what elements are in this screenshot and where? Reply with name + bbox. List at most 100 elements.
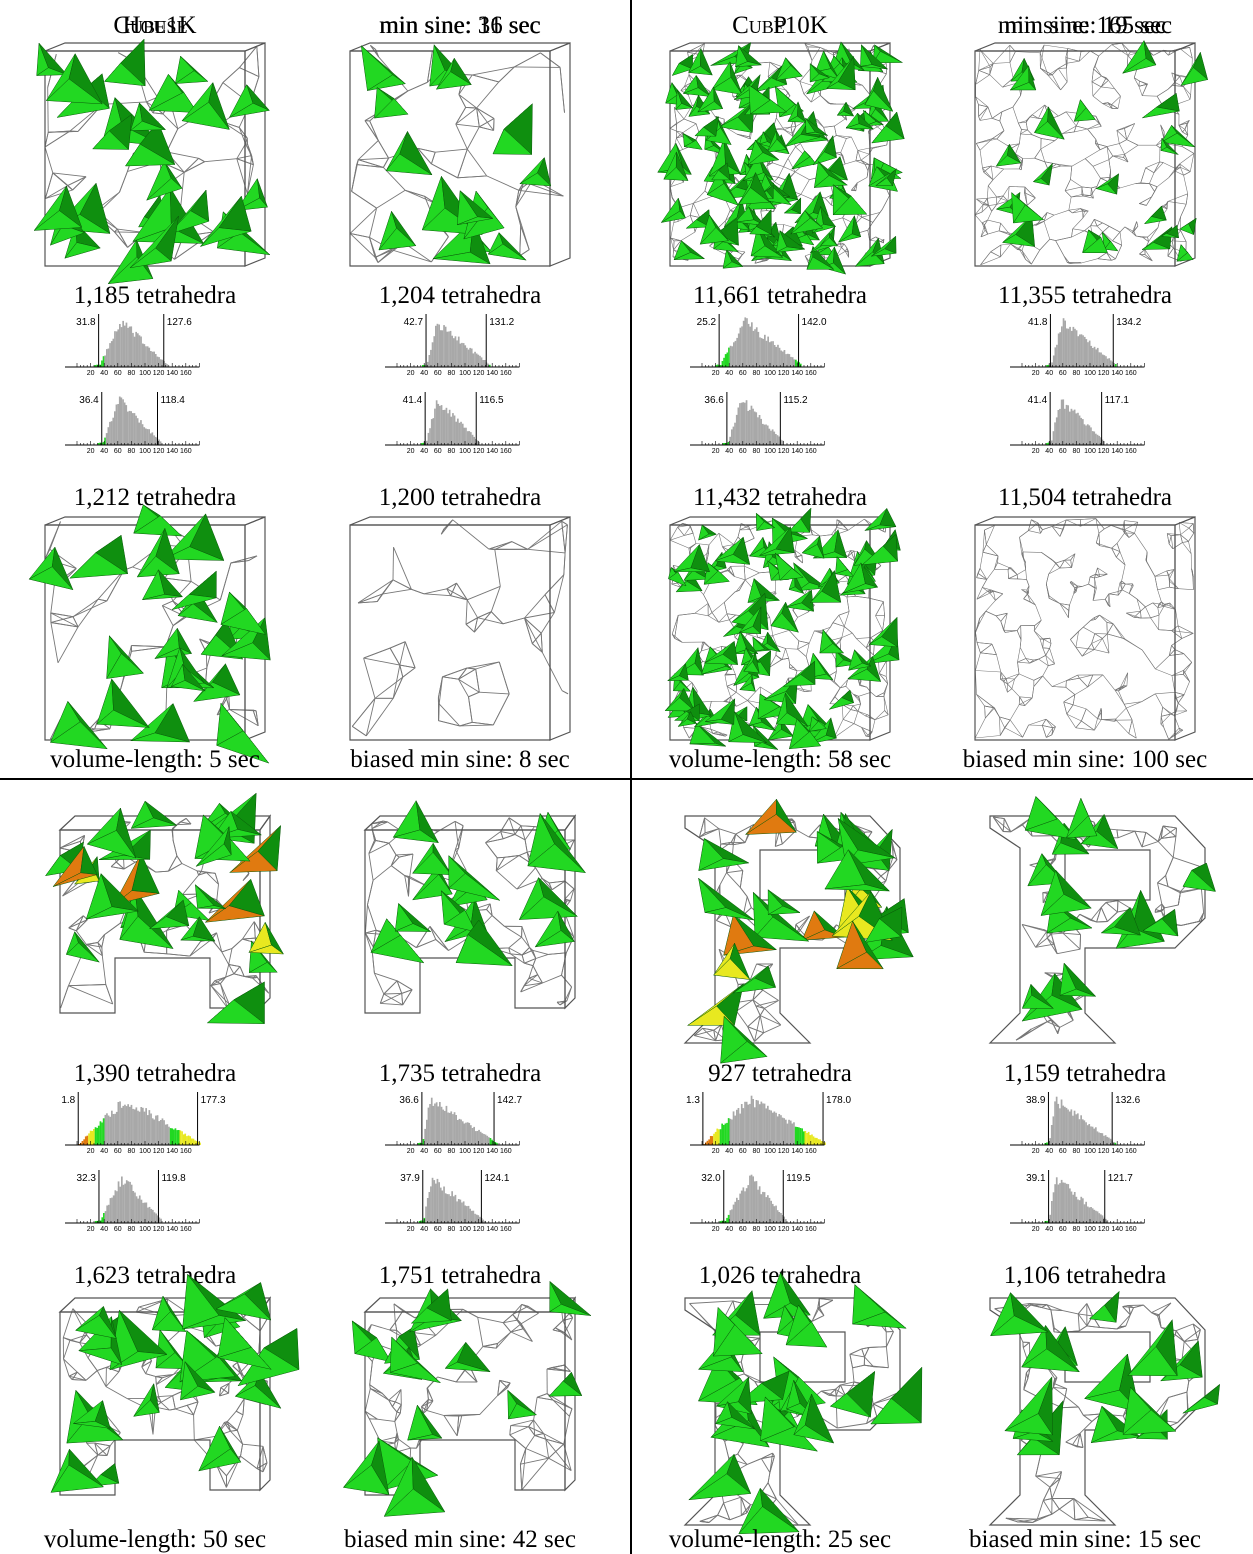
histogram-bar <box>1088 1207 1091 1223</box>
histogram-tick-label: 20 <box>87 1148 95 1155</box>
histogram-bar <box>189 1136 191 1145</box>
histogram-bar <box>456 340 458 367</box>
histogram-bar <box>1069 1188 1071 1223</box>
histogram-bar <box>152 1209 154 1223</box>
histogram-bar <box>156 1215 159 1223</box>
histogram-bar <box>781 440 784 445</box>
quadrant-title: Cube1K <box>113 12 197 39</box>
tetrahedra-count: 1,200 tetrahedra <box>378 484 542 511</box>
histogram-bar <box>462 343 465 367</box>
histogram-bar <box>477 354 480 367</box>
histogram-bar <box>765 424 767 445</box>
histogram-tick-label: 40 <box>100 448 108 455</box>
histogram-bar <box>173 1129 175 1145</box>
histogram-bar <box>1109 1138 1112 1145</box>
angle-histogram: 1.8 177.3 20 40 60 80 100 120 140 160 <box>61 1092 226 1155</box>
histogram-tick-label: 20 <box>407 370 415 377</box>
histogram-min-label: 31.8 <box>76 317 96 328</box>
histogram-bar <box>439 405 441 445</box>
histogram-bar <box>457 336 460 367</box>
histogram-bar <box>461 342 463 367</box>
biased-min-sine-mesh-image <box>349 516 571 741</box>
histogram-bar <box>767 1195 769 1223</box>
histogram-tick-label: 80 <box>1073 370 1081 377</box>
histogram-bar <box>1086 424 1089 445</box>
tetrahedra-count: 1,185 tetrahedra <box>73 282 237 309</box>
histogram-tick-label: 120 <box>1098 370 1110 377</box>
histogram-tick-label: 100 <box>764 370 776 377</box>
histogram-bar <box>187 1135 190 1145</box>
histogram-bar <box>184 1133 187 1145</box>
histogram-bar <box>1057 333 1060 367</box>
histogram-bar <box>459 1199 462 1223</box>
histogram-bar <box>101 360 103 367</box>
histogram-tick-label: 80 <box>753 1148 761 1155</box>
histogram-bar <box>432 418 435 445</box>
histogram-tick-label: 60 <box>114 1148 122 1155</box>
histogram-bar <box>123 402 126 445</box>
histogram-tick-label: 100 <box>1084 370 1096 377</box>
angle-histogram: 38.9 132.6 20 40 60 80 100 120 140 160 <box>1010 1092 1145 1155</box>
histogram-bar <box>1072 1194 1074 1223</box>
histogram-bar <box>143 427 146 445</box>
histogram-bar <box>750 1095 753 1145</box>
histogram-bar <box>450 416 453 445</box>
histogram-min-label: 1.3 <box>686 1095 700 1106</box>
histogram-bar <box>754 1181 756 1223</box>
histogram-bar <box>1088 340 1091 367</box>
histogram-bar <box>718 1129 720 1145</box>
histogram-bar <box>112 338 115 367</box>
histogram-bar <box>755 1181 758 1223</box>
histogram-bar <box>88 1133 90 1145</box>
histogram-bar <box>158 439 160 445</box>
histogram-max-label: 119.8 <box>161 1173 186 1184</box>
histogram-bar <box>1065 1183 1068 1223</box>
histogram-bar <box>471 434 474 445</box>
histogram-bar <box>120 397 123 445</box>
histogram-tick-label: 20 <box>1032 1148 1040 1155</box>
histogram-bar <box>106 349 108 367</box>
histogram-bar <box>131 413 134 445</box>
tetrahedra-count: 1,106 tetrahedra <box>1003 1262 1167 1289</box>
histogram-bar <box>739 327 742 367</box>
histogram-bar <box>744 1101 746 1145</box>
histogram-tick-label: 160 <box>500 1226 512 1233</box>
histogram-tick-label: 40 <box>420 448 428 455</box>
histogram-bar <box>444 1193 447 1223</box>
histogram-tick-label: 40 <box>1045 1148 1053 1155</box>
histogram-tick-label: 20 <box>407 1148 415 1155</box>
histogram-bar <box>109 421 111 445</box>
biased-min-sine-time: biased min sine: 8 sec <box>350 746 570 773</box>
histogram-bar <box>484 1134 487 1145</box>
angle-histogram: 41.8 134.2 20 40 60 80 100 120 140 160 <box>1010 314 1145 377</box>
histogram-bar <box>417 1143 420 1145</box>
histogram-bar <box>747 1185 750 1223</box>
histogram-bar <box>473 436 475 445</box>
histogram-bar <box>128 326 131 367</box>
histogram-bar <box>1079 334 1081 367</box>
histogram-bar <box>1067 1184 1070 1223</box>
histogram-bar <box>1052 355 1055 367</box>
histogram-bar <box>705 1142 707 1145</box>
histogram-bar <box>760 338 763 367</box>
histogram-tick-label: 160 <box>500 448 512 455</box>
histogram-bar <box>112 1195 115 1223</box>
histogram-tick-label: 120 <box>778 448 790 455</box>
histogram-tick-label: 160 <box>500 1148 512 1155</box>
histogram-bar <box>459 343 462 367</box>
histogram-min-label: 36.6 <box>399 1095 419 1106</box>
histogram-bar <box>1086 1206 1089 1223</box>
histogram-tick-label: 140 <box>1111 1226 1123 1233</box>
histogram-bar <box>480 357 483 367</box>
volume-length-mesh-image <box>664 507 902 750</box>
histogram-bar <box>728 347 730 367</box>
histogram-bar <box>758 1186 761 1223</box>
histogram-min-label: 42.7 <box>404 317 424 328</box>
biased-min-sine-time: biased min sine: 42 sec <box>344 1526 576 1553</box>
histogram-bar <box>744 402 746 445</box>
histogram-bar <box>734 340 737 367</box>
histogram-tick-label: 120 <box>153 1226 165 1233</box>
histogram-bar <box>1095 1127 1097 1145</box>
histogram-bar <box>428 1192 431 1223</box>
histogram-bar <box>115 331 118 367</box>
